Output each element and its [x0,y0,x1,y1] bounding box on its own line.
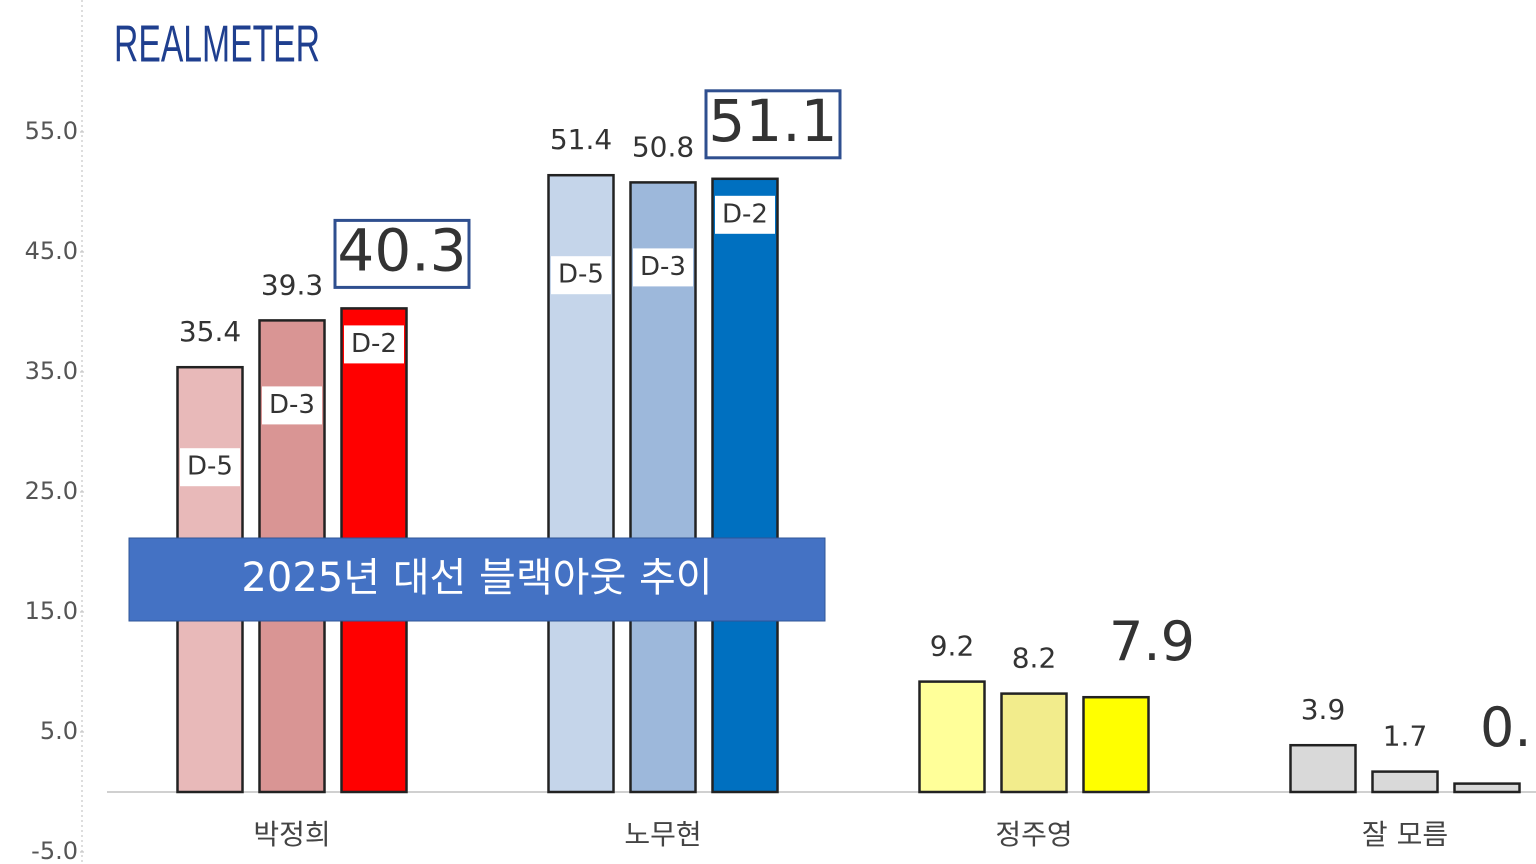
bar [1371,770,1439,794]
series-label: D-2 [351,329,397,359]
series-label-box [262,386,322,425]
y-tick-label: 25.0 [25,477,78,505]
y-tick-label: 5.0 [40,717,78,745]
bar [1000,692,1068,794]
value-label: 51.1 [708,87,837,155]
bar [1289,743,1357,794]
value-label: 8.2 [1012,642,1057,675]
y-tick-label: 15.0 [25,597,78,625]
value-label: 50.8 [632,130,694,163]
plot-area: -5.0 5.0 15.0 25.0 35.0 45.0 55.0 박정희 35.4 D-5 39.… [25,87,1536,864]
value-label-box [704,89,842,160]
y-tick-label: 45.0 [25,237,78,265]
bar [918,680,986,794]
value-label: 51.4 [550,123,612,156]
x-tick-label: 박정희 [253,818,330,851]
x-tick-label: 노무현 [624,818,701,851]
value-label: 7.9 [1109,610,1195,673]
series-label-box [633,248,693,287]
series-label: D-3 [640,252,686,282]
bar [1082,695,1150,794]
value-label: 0.7 [1480,696,1536,759]
overlay: 2025년 대선 블랙아웃 추이 [128,537,826,622]
series-label: D-5 [558,260,604,290]
y-tick-label: 35.0 [25,357,78,385]
value-label-box [333,218,471,289]
series-label: D-3 [269,390,315,420]
y-tick-label: -5.0 [31,837,78,864]
title-banner [128,537,826,622]
series-label-box [344,325,404,364]
value-label: 40.3 [337,217,466,285]
x-tick-label: 정주영 [995,818,1072,851]
series-label: D-2 [722,199,768,229]
value-label: 35.4 [179,315,241,348]
series-label-box [551,256,611,295]
x-tick-label: 잘 모름 [1362,818,1448,851]
value-label: 39.3 [261,268,323,301]
series-label: D-5 [187,452,233,482]
series-label-box [180,448,240,487]
chart-title: 2025년 대선 블랙아웃 추이 [241,555,712,601]
value-label: 1.7 [1383,720,1428,753]
value-label: 3.9 [1301,693,1346,726]
y-tick-label: 55.0 [25,117,78,145]
bar [711,177,779,794]
bar [1453,782,1521,794]
series-label-box [715,195,775,234]
logo: REALMETER [114,16,320,74]
value-label: 9.2 [930,630,975,663]
